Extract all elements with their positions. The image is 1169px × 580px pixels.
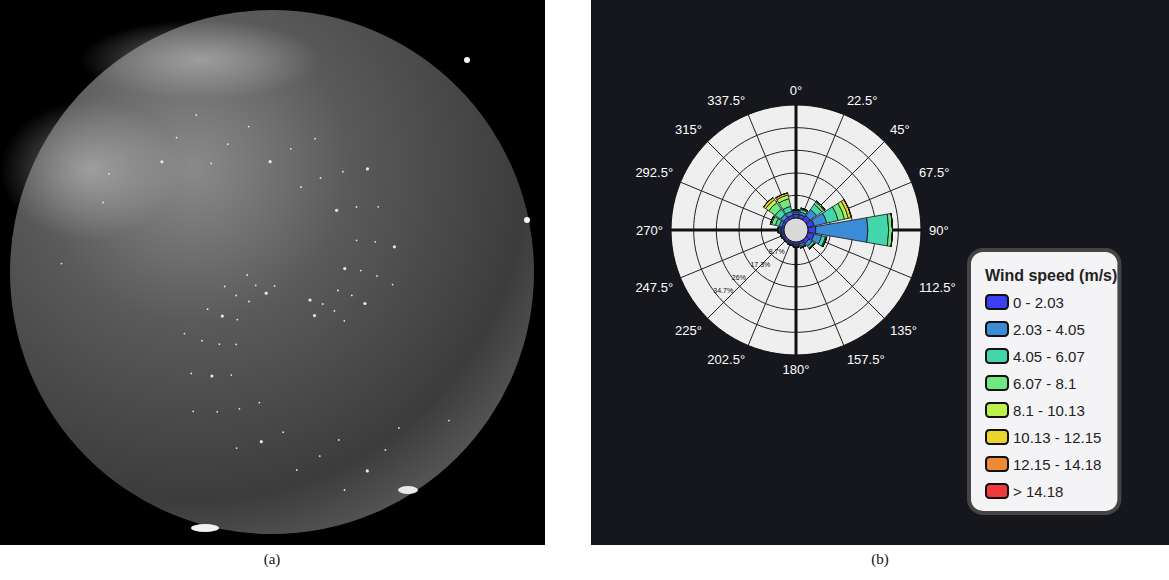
svg-text:67.5°: 67.5° [919, 165, 950, 180]
svg-text:17.3%: 17.3% [750, 261, 770, 268]
svg-text:8.7%: 8.7% [769, 248, 785, 255]
html-text:(b): (b) [871, 551, 889, 567]
svg-text:202.5°: 202.5° [707, 352, 745, 367]
svg-text:292.5°: 292.5° [635, 165, 673, 180]
svg-text:4.05 - 6.07: 4.05 - 6.07 [1013, 348, 1085, 365]
svg-text:0 - 2.03: 0 - 2.03 [1013, 294, 1064, 311]
svg-text:12.15 - 14.18: 12.15 - 14.18 [1013, 456, 1101, 473]
svg-text:270°: 270° [636, 223, 663, 238]
svg-text:> 14.18: > 14.18 [1013, 483, 1063, 500]
svg-text:315°: 315° [675, 122, 702, 137]
svg-text:2.03 - 4.05: 2.03 - 4.05 [1013, 321, 1085, 338]
svg-text:337.5°: 337.5° [707, 93, 745, 108]
svg-text:Wind speed (m/s): Wind speed (m/s) [985, 267, 1117, 284]
svg-text:112.5°: 112.5° [919, 280, 956, 295]
svg-text:26%: 26% [732, 274, 746, 281]
svg-text:225°: 225° [675, 323, 702, 338]
svg-text:34.7%: 34.7% [713, 287, 733, 294]
svg-text:180°: 180° [783, 362, 810, 377]
html-text:(a): (a) [263, 551, 281, 567]
svg-text:0°: 0° [790, 83, 802, 98]
svg-text:90°: 90° [929, 223, 949, 238]
svg-text:45°: 45° [890, 122, 910, 137]
svg-text:157.5°: 157.5° [847, 352, 885, 367]
svg-text:8.1 - 10.13: 8.1 - 10.13 [1013, 402, 1085, 419]
svg-text:10.13 - 12.15: 10.13 - 12.15 [1013, 429, 1101, 446]
svg-text:135°: 135° [890, 323, 917, 338]
svg-text:247.5°: 247.5° [635, 280, 673, 295]
svg-text:6.07 - 8.1: 6.07 - 8.1 [1013, 375, 1076, 392]
svg-text:22.5°: 22.5° [847, 93, 878, 108]
